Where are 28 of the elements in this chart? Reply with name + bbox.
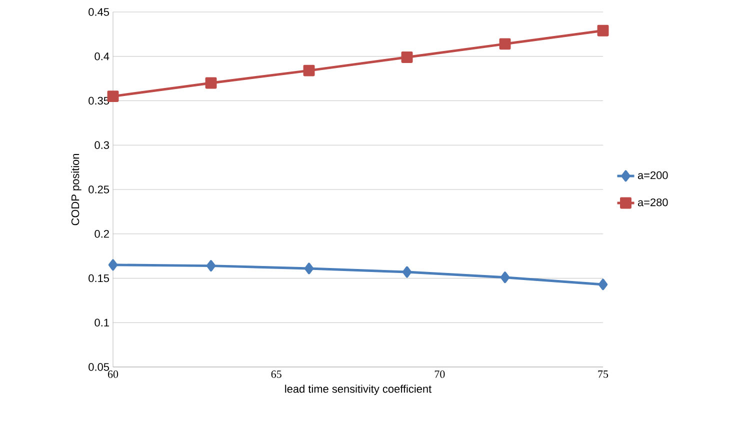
x-tick-label: 60 [108,370,118,378]
legend-label: a=200 [638,171,668,180]
x-tick-label: 75 [598,370,608,378]
point [206,260,216,272]
point [304,262,314,274]
y-tick-label: 0.15 [88,274,110,282]
y-tick-label: 0.05 [88,363,110,371]
x-tick-label: 65 [271,370,282,378]
y-tick-label: 0.4 [94,52,110,60]
point [303,64,315,76]
y-tick-label: 0.1 [94,318,109,326]
point [500,272,510,284]
y-tick-label: 0.2 [94,230,109,238]
point [402,266,412,278]
point [499,38,511,50]
point [598,278,608,290]
x-axis-title: lead time sensitivity coefficient [285,384,432,395]
point [401,52,413,63]
point [205,77,217,89]
y-axis-title: CODP position [71,154,82,226]
y-tick-label: 0.3 [94,141,110,149]
y-tick-label: 0.45 [88,8,110,16]
point [108,259,118,271]
legend-label: a=280 [638,198,668,206]
y-tick-label: 0.25 [88,186,110,194]
point [597,24,609,36]
x-tick-label: 70 [434,370,445,378]
point [107,90,119,102]
